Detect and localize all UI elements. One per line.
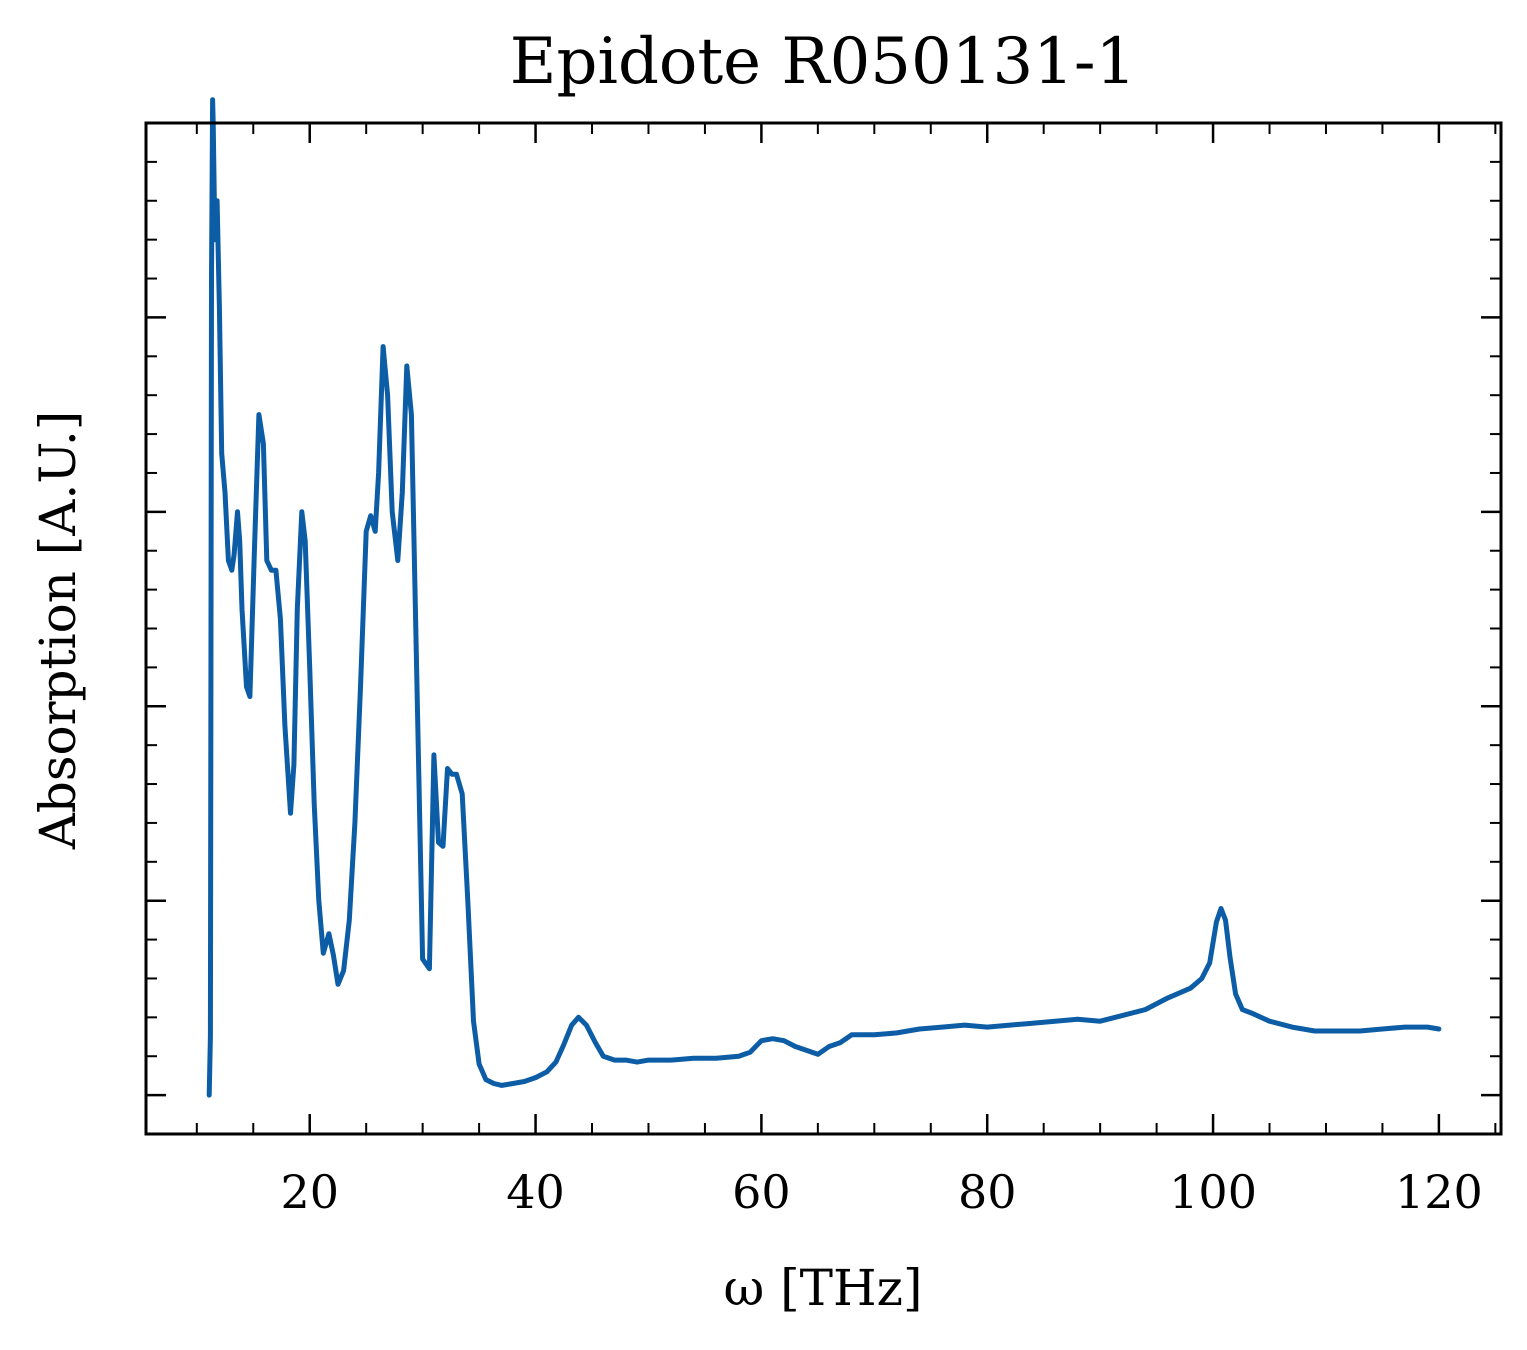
y-axis-label: Absorption [A.U.]: [29, 411, 87, 851]
absorption-line: [206, 97, 1442, 1098]
x-tick-label: 100: [1169, 1165, 1257, 1219]
axis-tick-labels: 20 40 60 80 100 120: [280, 1165, 1482, 1219]
axis-ticks: [146, 121, 1501, 1135]
chart-title: Epidote R050131-1: [510, 25, 1136, 99]
x-axis-label: ω [THz]: [724, 1259, 923, 1317]
plot-area: [206, 97, 1442, 1098]
x-tick-label: 20: [280, 1165, 339, 1219]
x-tick-label: 40: [506, 1165, 565, 1219]
x-tick-label: 80: [958, 1165, 1017, 1219]
x-tick-label: 60: [732, 1165, 791, 1219]
x-tick-label: 120: [1395, 1165, 1483, 1219]
axes-frame: [144, 121, 1503, 1136]
